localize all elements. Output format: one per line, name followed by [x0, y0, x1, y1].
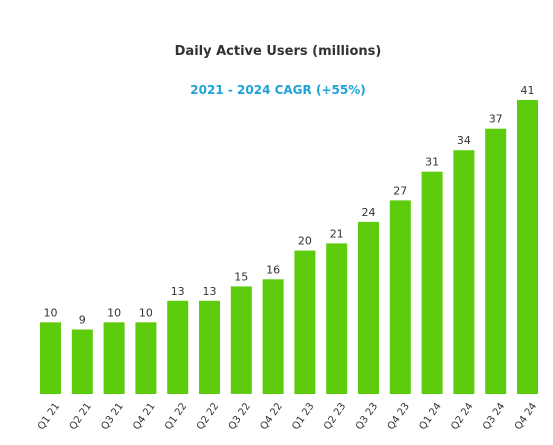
bars-group [40, 100, 538, 394]
value-labels-group: 10 9 10 10 13 13 15 16 20 21 24 27 31 34 37 41 [44, 84, 535, 327]
bar-q2-24 [453, 150, 475, 394]
data-label: 13 [171, 285, 185, 298]
bar-q4-21 [135, 322, 157, 394]
bar-q3-23 [358, 221, 379, 394]
data-label: 24 [362, 206, 376, 219]
data-label: 10 [107, 306, 121, 319]
x-tick-label: Q4 22 [259, 401, 285, 432]
data-label: 37 [489, 113, 503, 126]
x-tick-label: Q3 24 [481, 401, 507, 432]
data-label: 41 [521, 84, 535, 97]
bar-q3-22 [230, 286, 252, 394]
data-label: 20 [298, 235, 312, 248]
bar-q4-24 [517, 100, 538, 394]
bar-q4-22 [262, 279, 284, 394]
x-tick-label: Q1 21 [36, 401, 62, 432]
data-label: 10 [44, 306, 58, 319]
x-tick-label: Q3 22 [227, 401, 253, 432]
data-label: 9 [79, 314, 86, 327]
bar-q1-24 [421, 171, 443, 394]
x-tick-label: Q2 22 [195, 401, 221, 432]
data-label: 21 [330, 227, 344, 240]
x-tick-label: Q1 23 [290, 401, 316, 432]
data-label: 10 [139, 306, 153, 319]
x-tick-label: Q4 24 [513, 401, 539, 432]
data-label: 27 [393, 184, 407, 197]
data-label: 15 [234, 270, 248, 283]
bar-q3-24 [485, 128, 507, 394]
chart-subtitle: 2021 - 2024 CAGR (+55%) [190, 83, 365, 97]
bar-q2-22 [199, 300, 220, 394]
bar-q3-21 [103, 322, 125, 394]
data-label: 31 [425, 156, 439, 169]
chart-title: Daily Active Users (millions) [175, 44, 382, 59]
x-tick-label: Q2 21 [68, 401, 94, 432]
data-label: 34 [457, 134, 471, 147]
bar-q4-23 [389, 200, 411, 394]
data-label: 13 [203, 285, 217, 298]
x-tick-label: Q4 21 [131, 401, 157, 432]
x-tick-label: Q3 23 [354, 401, 380, 432]
bar-q1-21 [40, 322, 61, 394]
x-tick-label: Q2 24 [449, 401, 475, 432]
bar-q1-22 [167, 300, 189, 394]
x-tick-label: Q3 21 [100, 401, 126, 432]
x-tick-labels-group: Q1 21 Q2 21 Q3 21 Q4 21 Q1 22 Q2 22 Q3 22 Q4 22… [36, 401, 539, 432]
x-tick-label: Q1 22 [163, 401, 189, 432]
bar-q1-23 [294, 250, 316, 394]
data-label: 16 [266, 263, 280, 276]
x-tick-label: Q4 23 [386, 401, 412, 432]
x-tick-label: Q2 23 [322, 401, 348, 432]
bar-q2-23 [326, 243, 348, 394]
x-tick-label: Q1 24 [418, 401, 444, 432]
bar-q2-21 [71, 329, 93, 394]
